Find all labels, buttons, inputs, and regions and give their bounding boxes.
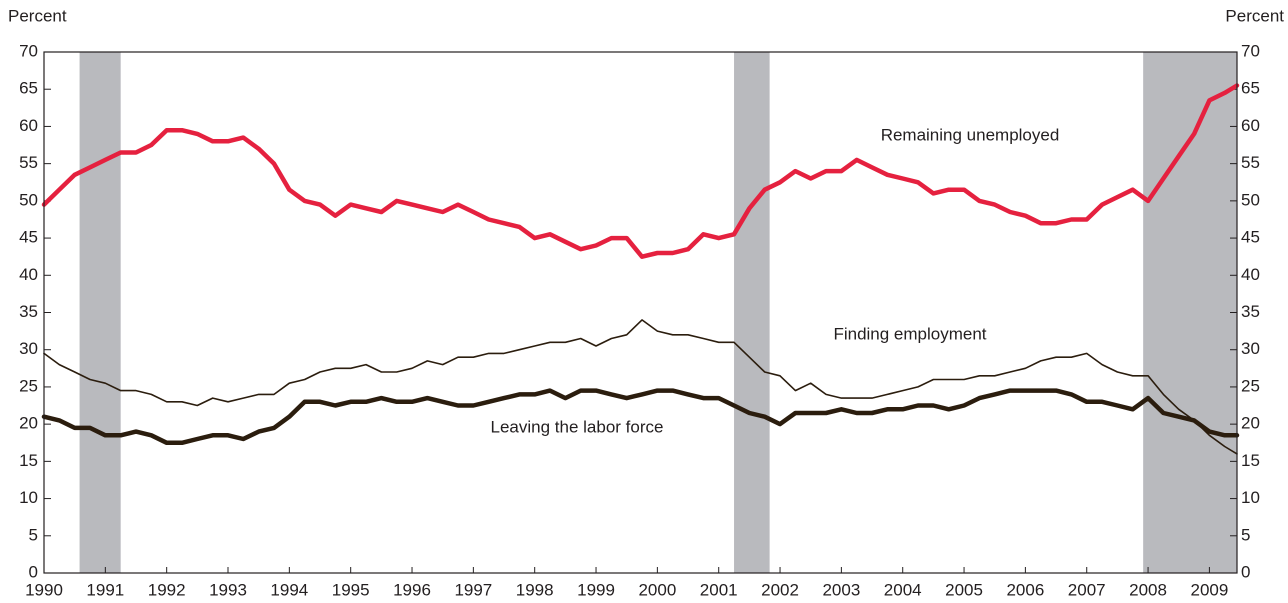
x-tick-label: 1997 (454, 580, 492, 599)
recession-shade (79, 52, 121, 573)
y2-tick-label: 60 (1241, 116, 1260, 135)
y-tick-label: 55 (19, 153, 38, 172)
series-line (41, 388, 1240, 446)
y2-tick-label: 15 (1241, 451, 1260, 470)
y2-tick-label: 5 (1241, 525, 1250, 544)
x-tick-label: 1993 (209, 580, 247, 599)
x-tick-label: 2001 (700, 580, 738, 599)
series-label: Remaining unemployed (881, 125, 1060, 144)
y-tick-label: 5 (29, 525, 38, 544)
y-tick-label: 10 (19, 488, 38, 507)
x-tick-label: 1999 (577, 580, 615, 599)
y-tick-label: 0 (29, 562, 38, 581)
y2-tick-label: 55 (1241, 153, 1260, 172)
y-tick-label: 30 (19, 339, 38, 358)
y2-tick-label: 25 (1241, 376, 1260, 395)
x-tick-label: 1996 (393, 580, 431, 599)
y-tick-label: 50 (19, 190, 38, 209)
y-tick-label: 35 (19, 302, 38, 321)
y-tick-label: 25 (19, 376, 38, 395)
x-tick-label: 1998 (516, 580, 554, 599)
y2-tick-label: 70 (1241, 41, 1260, 60)
y-tick-label: 60 (19, 116, 38, 135)
y2-tick-label: 65 (1241, 79, 1260, 98)
x-tick-label: 1994 (270, 580, 308, 599)
x-tick-label: 2009 (1190, 580, 1228, 599)
series-line (43, 319, 1238, 455)
x-tick-label: 1990 (25, 580, 63, 599)
plot-frame (43, 51, 1238, 574)
recession-shade (734, 52, 770, 573)
x-tick-label: 2008 (1129, 580, 1167, 599)
x-tick-label: 1991 (86, 580, 124, 599)
y2-tick-label: 20 (1241, 414, 1260, 433)
y-tick-label: 70 (19, 41, 38, 60)
x-tick-label: 2004 (884, 580, 922, 599)
x-tick-label: 2000 (638, 580, 676, 599)
y2-tick-label: 45 (1241, 228, 1260, 247)
y2-axis-label: Percent (1225, 6, 1284, 25)
y2-tick-label: 35 (1241, 302, 1260, 321)
x-tick-label: 2003 (822, 580, 860, 599)
x-tick-label: 1992 (148, 580, 186, 599)
y-axis-label: Percent (8, 6, 67, 25)
x-tick-label: 2002 (761, 580, 799, 599)
x-tick-label: 2005 (945, 580, 983, 599)
x-tick-label: 1995 (332, 580, 370, 599)
y2-tick-label: 30 (1241, 339, 1260, 358)
x-tick-label: 2007 (1068, 580, 1106, 599)
y2-tick-label: 40 (1241, 265, 1260, 284)
y-tick-label: 40 (19, 265, 38, 284)
y-tick-label: 20 (19, 414, 38, 433)
y-tick-label: 65 (19, 79, 38, 98)
y-tick-label: 15 (19, 451, 38, 470)
y2-tick-label: 0 (1241, 562, 1250, 581)
recession-shade (1143, 52, 1237, 573)
series-line (41, 83, 1240, 259)
y2-tick-label: 50 (1241, 190, 1260, 209)
series-label: Leaving the labor force (491, 417, 664, 436)
series-label: Finding employment (833, 324, 986, 343)
y-tick-label: 45 (19, 228, 38, 247)
x-tick-label: 2006 (1006, 580, 1044, 599)
y2-tick-label: 10 (1241, 488, 1260, 507)
